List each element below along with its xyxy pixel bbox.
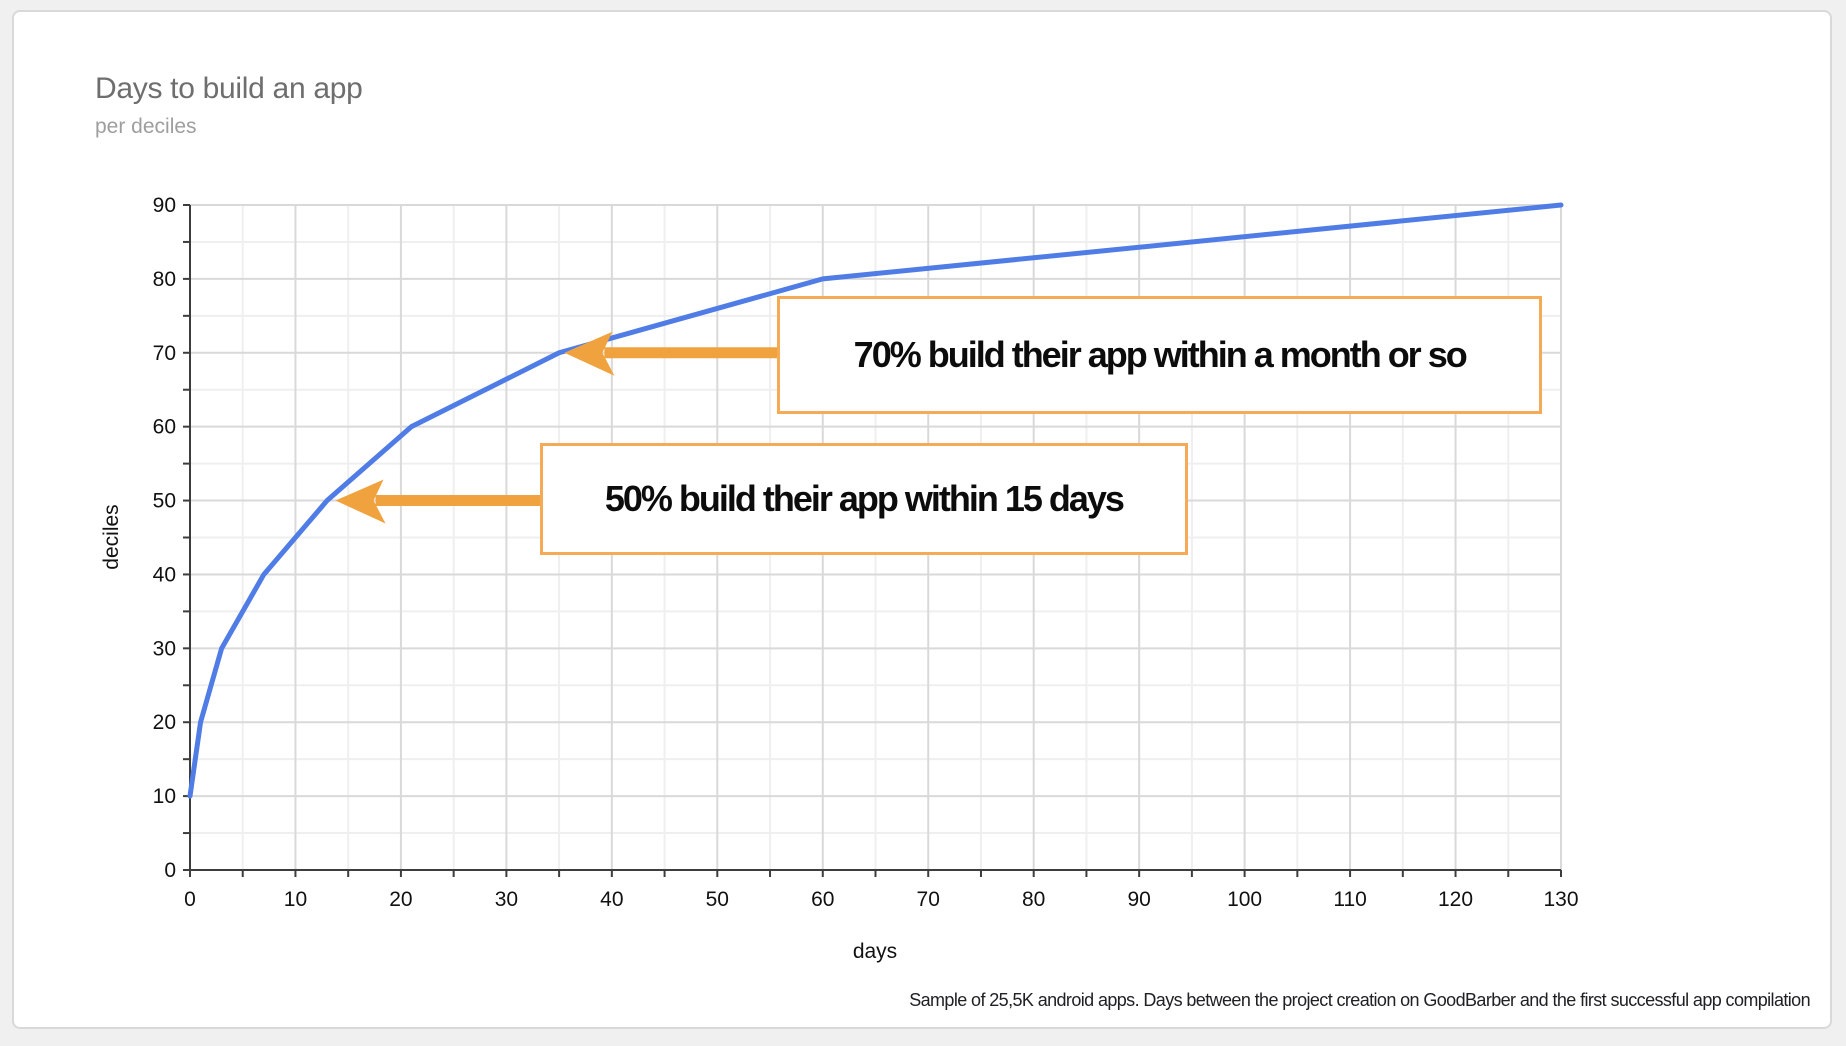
x-tick-label: 110 bbox=[1333, 888, 1366, 911]
x-tick-label: 10 bbox=[284, 888, 307, 911]
x-tick-label: 70 bbox=[917, 888, 940, 911]
annotation-70-percent: 70% build their app within a month or so bbox=[777, 295, 1542, 415]
y-tick-label: 90 bbox=[153, 194, 176, 217]
x-tick-label: 40 bbox=[600, 888, 623, 911]
annotation-arrow-head bbox=[564, 331, 615, 376]
y-tick-label: 80 bbox=[153, 268, 176, 291]
y-tick-label: 20 bbox=[153, 711, 176, 734]
x-tick-label: 100 bbox=[1227, 888, 1262, 911]
x-tick-label: 120 bbox=[1438, 888, 1473, 911]
chart-title: Days to build an app bbox=[95, 72, 363, 105]
y-tick-label: 70 bbox=[153, 342, 176, 365]
y-tick-label: 40 bbox=[153, 563, 176, 586]
y-axis-title: deciles bbox=[100, 504, 123, 570]
x-tick-label: 0 bbox=[184, 888, 196, 911]
y-tick-label: 60 bbox=[153, 416, 176, 439]
y-tick-label: 50 bbox=[153, 490, 176, 513]
y-tick-label: 10 bbox=[153, 785, 176, 808]
x-tick-label: 30 bbox=[495, 888, 518, 911]
x-tick-label: 80 bbox=[1022, 888, 1045, 911]
y-tick-label: 0 bbox=[164, 859, 176, 882]
x-tick-label: 50 bbox=[706, 888, 729, 911]
x-axis-title: days bbox=[852, 940, 898, 963]
x-tick-label: 20 bbox=[389, 888, 412, 911]
x-tick-label: 130 bbox=[1543, 888, 1578, 911]
chart-subtitle: per deciles bbox=[95, 115, 197, 138]
annotation-arrow-head bbox=[335, 479, 386, 524]
series-line bbox=[187, 202, 1564, 799]
y-tick-label: 30 bbox=[153, 637, 176, 660]
annotation-50-percent: 50% build their app within 15 days bbox=[540, 442, 1188, 556]
chart-card: Days to build an app per deciles 0 10 20 30… bbox=[12, 10, 1832, 1029]
x-tick-label: 60 bbox=[811, 888, 834, 911]
x-tick-label: 90 bbox=[1127, 888, 1150, 911]
source-note: Sample of 25,5K android apps. Days betwe… bbox=[909, 990, 1810, 1010]
